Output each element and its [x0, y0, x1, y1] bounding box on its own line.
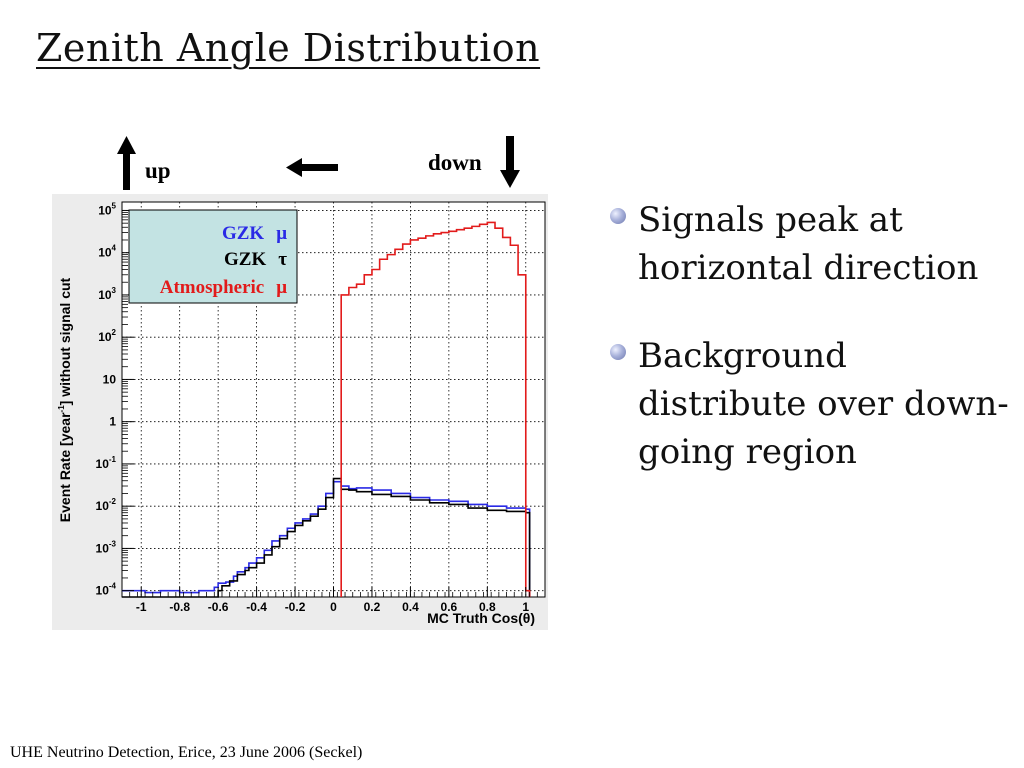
y-tick-label: 103 — [98, 286, 116, 302]
y-tick-label: 102 — [98, 328, 116, 344]
y-tick-label: 104 — [98, 244, 116, 260]
x-tick-label: 0.2 — [364, 600, 381, 614]
bullet-text: Background distribute over down-going re… — [638, 336, 1009, 472]
y-tick-label: 10-3 — [96, 539, 117, 555]
x-axis-label: MC Truth Cos(θ) — [427, 610, 535, 626]
x-tick-label: -0.2 — [285, 600, 306, 614]
up-arrow-icon — [117, 136, 136, 190]
x-tick-label: -0.8 — [169, 600, 190, 614]
y-tick-label: 105 — [98, 201, 116, 217]
x-tick-label: 0.6 — [441, 600, 458, 614]
down-label: down — [428, 150, 482, 175]
legend-box — [128, 209, 298, 304]
x-tick-label: -0.4 — [246, 600, 267, 614]
bullet-list: Signals peak at horizontal direction Bac… — [610, 196, 1010, 516]
y-axis-label: Event Rate [year-1] without signal cut — [57, 277, 73, 522]
series-line-gzk-mu — [122, 480, 531, 597]
legend-gzk-mu: GZK μ — [222, 223, 287, 244]
bullet-item: Signals peak at horizontal direction — [610, 196, 1010, 292]
grid-lines — [122, 202, 545, 597]
left-arrow-icon — [286, 158, 338, 177]
bullet-dot-icon — [610, 208, 626, 224]
y-tick-label: 10-1 — [96, 455, 117, 471]
x-tick-label: 0 — [330, 600, 337, 614]
series-group — [122, 221, 531, 598]
legend: GZK μ GZK τ Atmospheric μ — [128, 209, 298, 304]
slide-footer: UHE Neutrino Detection, Erice, 23 June 2… — [10, 744, 363, 761]
series-line-gzk-tau — [122, 477, 531, 598]
y-tick-label: 10 — [103, 372, 117, 386]
x-axis-ticks: -1 -0.8 -0.6 -0.4 -0.2 0 0.2 0.4 0.6 0.8 1 — [121, 587, 546, 614]
legend-gzk-tau: GZK τ — [224, 249, 287, 270]
bullet-item: Background distribute over down-going re… — [610, 332, 1010, 476]
series-line-atmospheric-mu — [340, 221, 531, 597]
bullet-dot-icon — [610, 344, 626, 360]
down-arrow-icon — [500, 136, 520, 188]
bullet-text: Signals peak at horizontal direction — [638, 200, 979, 288]
x-tick-label: 0.4 — [402, 600, 419, 614]
up-label: up — [145, 158, 171, 183]
x-tick-label: 1 — [522, 600, 529, 614]
y-tick-label: 10-2 — [96, 497, 117, 513]
y-tick-label: 10-4 — [96, 582, 117, 598]
slide-title: Zenith Angle Distribution — [36, 26, 541, 70]
x-tick-label: 0.8 — [479, 600, 496, 614]
legend-atmospheric-mu: Atmospheric μ — [160, 277, 287, 298]
y-tick-label: 1 — [109, 415, 116, 429]
x-tick-label: -1 — [136, 600, 147, 614]
x-tick-label: -0.6 — [208, 600, 229, 614]
